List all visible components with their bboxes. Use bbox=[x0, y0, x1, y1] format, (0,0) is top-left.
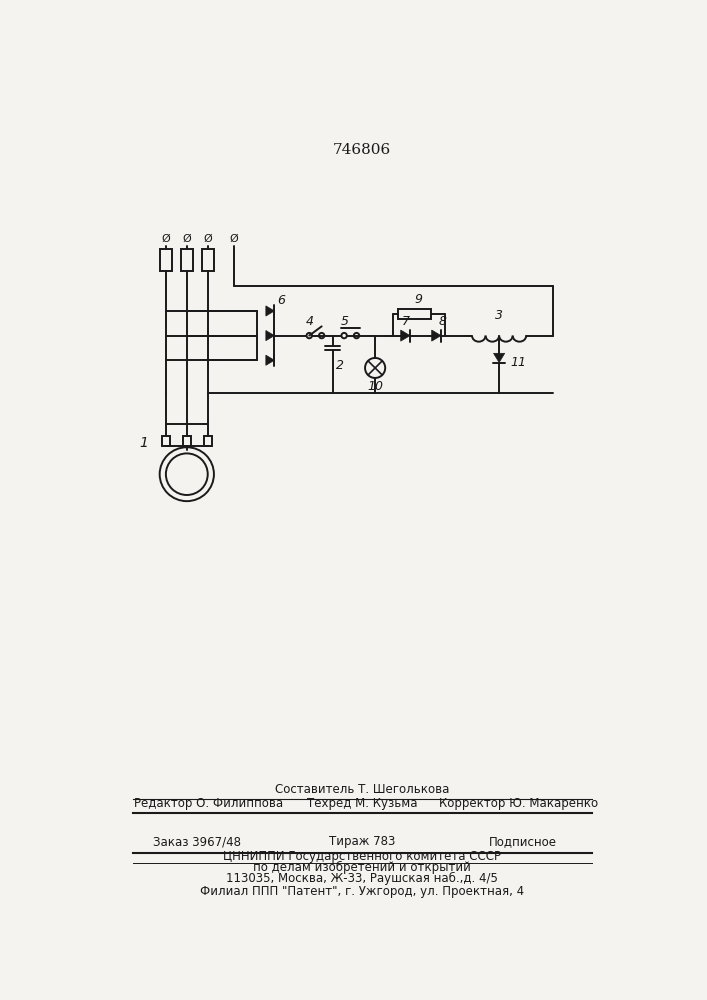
Bar bbox=[162, 436, 170, 446]
Circle shape bbox=[365, 358, 385, 378]
Text: по делам изобретений и открытий: по делам изобретений и открытий bbox=[253, 861, 471, 874]
Text: 7: 7 bbox=[402, 315, 409, 328]
Polygon shape bbox=[493, 353, 505, 363]
Bar bbox=[202, 249, 214, 271]
Text: 113035, Москва, Ж-33, Раушская наб.,д. 4/5: 113035, Москва, Ж-33, Раушская наб.,д. 4… bbox=[226, 872, 498, 885]
Text: Заказ 3967/48: Заказ 3967/48 bbox=[153, 835, 241, 848]
Text: ЦННИППИ Государственного комитета СССР: ЦННИППИ Государственного комитета СССР bbox=[223, 850, 501, 863]
Bar bbox=[397, 309, 431, 319]
Circle shape bbox=[319, 333, 325, 338]
Text: Техред М. Кузьма: Техред М. Кузьма bbox=[307, 797, 417, 810]
Bar bbox=[183, 436, 191, 446]
Text: 11: 11 bbox=[510, 356, 526, 369]
Text: 6: 6 bbox=[277, 294, 286, 307]
Text: 1: 1 bbox=[140, 436, 148, 450]
Bar bbox=[204, 436, 211, 446]
Text: Ø: Ø bbox=[230, 234, 238, 244]
Circle shape bbox=[307, 333, 312, 338]
Bar bbox=[160, 249, 172, 271]
Text: 4: 4 bbox=[306, 315, 314, 328]
Bar bbox=[182, 249, 193, 271]
Text: Подписное: Подписное bbox=[489, 835, 556, 848]
Text: Ø: Ø bbox=[161, 234, 170, 244]
Circle shape bbox=[354, 333, 359, 338]
Polygon shape bbox=[432, 330, 441, 341]
Polygon shape bbox=[401, 330, 410, 341]
Polygon shape bbox=[266, 355, 274, 365]
Polygon shape bbox=[266, 331, 274, 341]
Text: 2: 2 bbox=[337, 359, 344, 372]
Text: 10: 10 bbox=[367, 380, 383, 393]
Text: 746806: 746806 bbox=[333, 143, 391, 157]
Circle shape bbox=[166, 453, 208, 495]
Text: Тираж 783: Тираж 783 bbox=[329, 835, 395, 848]
Text: Филиал ППП "Патент", г. Ужгород, ул. Проектная, 4: Филиал ППП "Патент", г. Ужгород, ул. Про… bbox=[200, 885, 524, 898]
Text: 3: 3 bbox=[495, 309, 503, 322]
Text: Составитель Т. Шеголькова: Составитель Т. Шеголькова bbox=[275, 783, 449, 796]
Circle shape bbox=[160, 447, 214, 501]
Text: 5: 5 bbox=[341, 315, 349, 328]
Text: 8: 8 bbox=[438, 315, 447, 328]
Polygon shape bbox=[266, 306, 274, 316]
Text: 9: 9 bbox=[414, 293, 423, 306]
Text: Редактор О. Филиппова: Редактор О. Филиппова bbox=[134, 797, 283, 810]
Circle shape bbox=[341, 333, 347, 338]
Text: Корректор Ю. Макаренко: Корректор Ю. Макаренко bbox=[439, 797, 598, 810]
Text: Ø: Ø bbox=[182, 234, 191, 244]
Text: Ø: Ø bbox=[204, 234, 212, 244]
